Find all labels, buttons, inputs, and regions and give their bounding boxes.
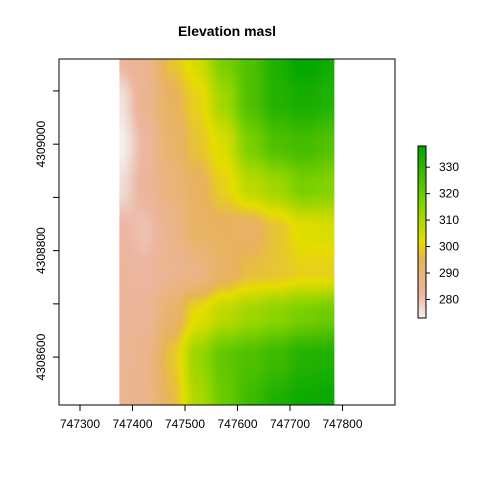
y-tick-label: 4308600 <box>34 333 48 380</box>
x-axis: 747300 747400 747500 747600 747700 747800 <box>60 404 363 431</box>
y-tick-label: 4309000 <box>34 120 48 167</box>
colorbar-tick-label: 290 <box>439 266 459 280</box>
colorbar-gradient <box>418 146 426 318</box>
x-tick-label: 747300 <box>60 417 100 431</box>
x-tick-label: 747600 <box>217 417 257 431</box>
chart-title: Elevation masl <box>178 23 276 39</box>
x-tick-label: 747500 <box>165 417 205 431</box>
colorbar-ticks: 280 290 300 310 320 330 <box>426 160 459 306</box>
colorbar-legend: 280 290 300 310 320 330 <box>417 145 459 319</box>
colorbar-frame <box>417 145 427 319</box>
y-axis: 4308600 4308800 4309000 <box>34 90 60 380</box>
colorbar-tick-label: 300 <box>439 240 459 254</box>
colorbar-tick-label: 320 <box>439 187 459 201</box>
y-tick-label: 4308800 <box>34 227 48 274</box>
x-tick-label: 747800 <box>322 417 362 431</box>
colorbar-tick-label: 310 <box>439 213 459 227</box>
elevation-raster <box>119 59 335 405</box>
x-tick-label: 747700 <box>270 417 310 431</box>
colorbar-tick-label: 330 <box>439 160 459 174</box>
x-tick-label: 747400 <box>112 417 152 431</box>
colorbar-tick-label: 280 <box>439 292 459 306</box>
